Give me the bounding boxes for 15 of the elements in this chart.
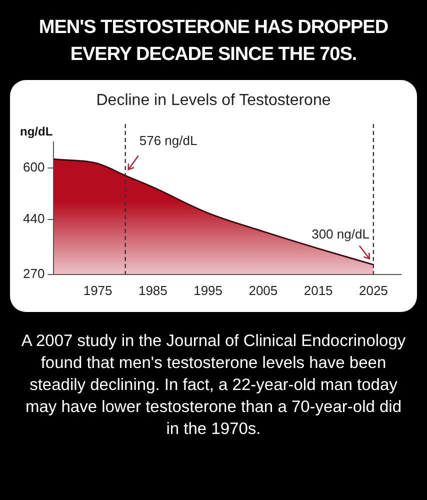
x-tick-label: 2005 (248, 282, 278, 298)
x-tick-label: 1985 (138, 282, 168, 298)
x-tick-label: 1995 (194, 282, 223, 298)
annotation: 576 ng/dL (139, 133, 198, 148)
annotation: 300 ng/dL (312, 226, 370, 242)
text: A 2007 study in the Journal of Clinical Endocrinology found that men's testosterone levels have been steadily declining. In fact, a 22-year-old man today may have lower testosterone than a 70-year-old did in the 1970s. (20, 331, 407, 440)
y-tick-label: 600 (22, 159, 45, 174)
chart-title: MEN'S TESTOSTERONE HAS DROPPED EVERY DECADE SINCE THE 70S. (38, 16, 390, 67)
y-tick-label: 270 (22, 266, 45, 281)
y-tick-label: 440 (22, 211, 45, 226)
x-tick-label: 1975 (83, 282, 112, 298)
x-tick-label: 2025 (358, 282, 388, 298)
chart-subtitle: Decline in Levels of Testosterone (95, 92, 332, 110)
y-axis-title: ng/dL (20, 124, 53, 138)
x-tick-label: 2015 (304, 282, 333, 298)
